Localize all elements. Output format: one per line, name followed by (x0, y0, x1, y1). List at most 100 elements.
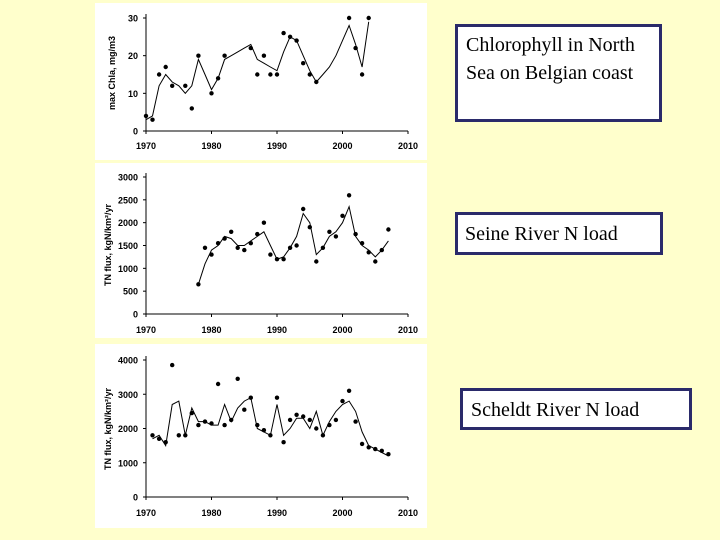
y-tick-label: 1500 (118, 241, 138, 251)
data-point (215, 76, 221, 81)
trend-line (197, 205, 389, 285)
data-point (327, 229, 332, 234)
scheldt-label: Scheldt River N load (471, 399, 640, 421)
data-point (373, 259, 378, 264)
seine-label: Seine River N load (465, 223, 618, 245)
data-point (359, 72, 365, 77)
chlorophyll-chart: 0 10 20 30 1970 1980 1990 2000 2010 max Chla, mg/… (107, 14, 418, 152)
seine-label-box: Seine River N load (455, 212, 663, 255)
y-tick-label: 0 (133, 310, 138, 320)
data-point (229, 417, 234, 423)
data-point (366, 15, 371, 21)
data-point (346, 15, 352, 21)
x-tick-label: 1990 (267, 325, 287, 335)
y-tick-label: 2000 (118, 424, 138, 434)
y-tick-label: 3000 (118, 173, 138, 183)
data-point (274, 257, 280, 262)
trend-line (152, 396, 389, 457)
data-point (215, 241, 221, 246)
data-point (281, 440, 286, 445)
data-point (314, 79, 319, 85)
data-point (235, 245, 240, 250)
data-point (209, 252, 214, 257)
data-point (274, 72, 280, 77)
y-tick-label: 30 (128, 14, 138, 24)
data-point (255, 422, 260, 428)
x-tick-label: 1970 (136, 325, 156, 335)
data-point (261, 428, 267, 433)
data-point (261, 220, 267, 225)
data-point (268, 252, 273, 257)
data-point (248, 395, 253, 400)
data-point (307, 417, 312, 423)
data-point (301, 61, 306, 66)
data-point (340, 398, 345, 404)
data-point (229, 229, 234, 234)
data-point (333, 417, 339, 423)
data-point (248, 45, 253, 51)
data-point (307, 225, 312, 230)
data-point (242, 407, 247, 412)
data-point (156, 436, 162, 441)
data-point (281, 257, 286, 262)
data-point (170, 362, 175, 368)
scheldt-label-box: Scheldt River N load (460, 388, 692, 430)
data-point (196, 53, 201, 58)
seine-chart-panel: 0 500 1000 1500 2000 2500 3000 1970 1980 1990 2000… (95, 163, 427, 338)
data-point (150, 117, 155, 122)
y-tick-label: 1000 (118, 458, 138, 468)
x-tick-label: 1980 (201, 141, 221, 151)
data-point (366, 445, 371, 450)
data-point (346, 193, 352, 198)
data-point (294, 38, 299, 43)
data-point (242, 247, 247, 253)
data-point (248, 241, 253, 246)
chlorophyll-label-box: Chlorophyll in North Sea on Belgian coas… (455, 24, 662, 122)
data-point (163, 440, 168, 445)
y-tick-label: 20 (128, 51, 138, 61)
data-point (353, 419, 358, 424)
data-point (268, 72, 273, 77)
x-tick-label: 1980 (201, 325, 221, 335)
x-tick-label: 1990 (267, 508, 287, 518)
data-point (294, 243, 299, 248)
x-tick-label: 1970 (136, 508, 156, 518)
data-point (274, 395, 280, 400)
data-point (287, 417, 293, 423)
data-point (287, 245, 293, 250)
data-point (333, 234, 339, 239)
data-point (314, 259, 319, 264)
data-point (255, 72, 260, 77)
data-point (222, 236, 227, 241)
y-tick-label: 0 (133, 493, 138, 503)
data-point (189, 106, 194, 111)
chlorophyll-chart-panel: 0 10 20 30 1970 1980 1990 2000 2010 max Chla, mg/… (95, 3, 427, 160)
scheldt-chart: 0 1000 2000 3000 4000 1970 1980 1990 2000 2010 TN … (103, 356, 418, 519)
data-point (189, 410, 194, 416)
data-point (327, 422, 332, 428)
seine-chart: 0 500 1000 1500 2000 2500 3000 1970 1980 1990 2000… (103, 173, 418, 336)
data-point (209, 421, 214, 426)
data-point (222, 422, 227, 428)
data-point (202, 419, 208, 424)
y-tick-label: 500 (123, 287, 138, 297)
data-point (294, 412, 299, 417)
data-point (373, 446, 378, 452)
y-tick-label: 2000 (118, 218, 138, 228)
y-axis-label: TN flux, kgN/km²/yr (103, 203, 113, 286)
data-point (379, 247, 384, 253)
data-point (301, 206, 306, 212)
data-point (320, 433, 326, 438)
x-tick-label: 1990 (267, 141, 287, 151)
data-point (170, 83, 175, 89)
x-tick-label: 1980 (201, 508, 221, 518)
data-point (359, 441, 365, 447)
data-point (353, 231, 358, 237)
y-tick-label: 2500 (118, 195, 138, 205)
scheldt-chart-panel: 0 1000 2000 3000 4000 1970 1980 1990 2000 2010 TN … (95, 344, 427, 528)
chlorophyll-label: Chlorophyll in North Sea on Belgian coas… (466, 34, 635, 84)
data-point (314, 426, 319, 431)
data-point (209, 91, 214, 96)
data-point (287, 34, 293, 39)
data-point (255, 231, 260, 237)
